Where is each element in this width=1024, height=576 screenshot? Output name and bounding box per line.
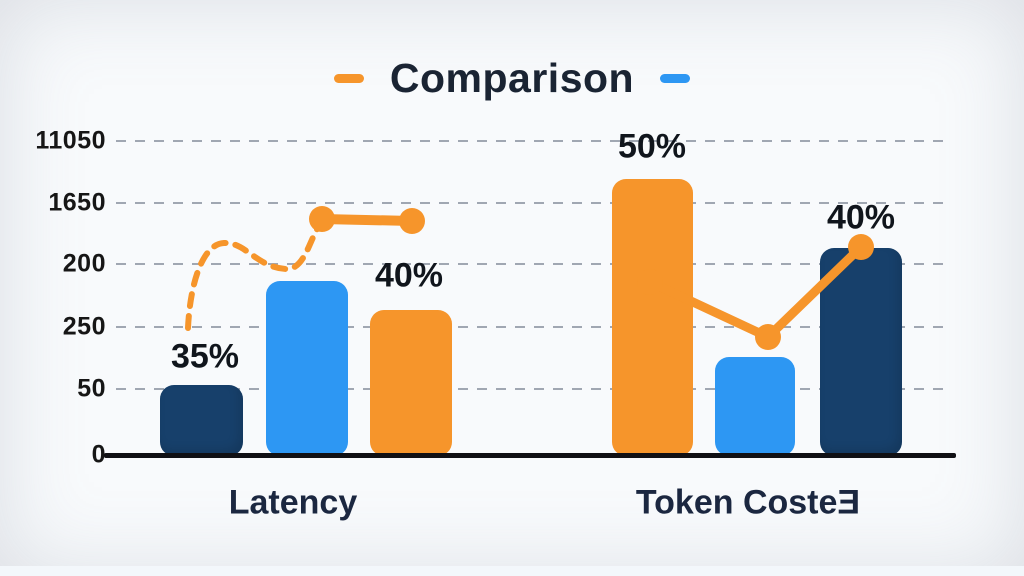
bar-value-label: 40% <box>374 256 444 295</box>
line-series-latency-line <box>317 214 417 226</box>
bar-orange <box>370 310 452 456</box>
gridline <box>116 326 952 328</box>
bottom-band <box>0 566 1024 576</box>
gridline <box>116 263 952 265</box>
y-axis-tick-label: 1650 <box>48 188 106 217</box>
bar-value-label: 50% <box>617 127 687 166</box>
bar-value-label: 40% <box>826 198 896 237</box>
bar-navy <box>820 248 902 456</box>
x-axis-category-label: Latency <box>228 483 358 522</box>
y-axis-tick-label: 11050 <box>35 126 106 155</box>
y-axis-tick-label: 0 <box>91 440 106 469</box>
bar-navy <box>160 385 243 456</box>
gridline <box>116 202 952 204</box>
legend-dash-blue <box>660 74 691 83</box>
y-axis-tick-label: 50 <box>77 374 106 403</box>
y-axis-tick-label: 250 <box>62 312 106 341</box>
x-axis-baseline <box>104 453 956 458</box>
legend-dash-orange <box>333 74 364 83</box>
line-marker-dot <box>399 208 425 234</box>
bar-orange <box>612 179 693 456</box>
bar-value-label: 35% <box>170 337 240 376</box>
gridline <box>116 140 952 142</box>
bar-blue <box>266 281 348 456</box>
y-axis-tick-label: 200 <box>62 249 106 278</box>
line-marker-dot <box>309 206 335 232</box>
bar-blue <box>715 357 795 456</box>
x-axis-category-label: Token CosteƎ <box>635 483 861 522</box>
chart-title: Comparison <box>389 55 635 101</box>
chart-header: Comparison <box>0 55 1024 102</box>
gridline <box>116 388 952 390</box>
